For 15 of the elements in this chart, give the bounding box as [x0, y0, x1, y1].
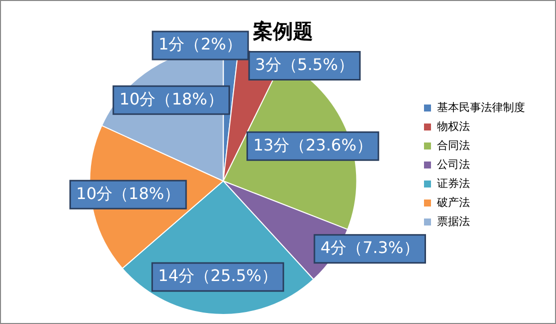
data-label: 1分（2%）: [158, 34, 242, 54]
chart-title: 案例题: [252, 19, 313, 44]
legend-label: 合同法: [437, 138, 470, 152]
data-label: 13分（23.6%）: [253, 135, 372, 154]
data-label: 14分（25.5%）: [158, 266, 278, 286]
legend-label: 公司法: [437, 158, 470, 171]
legend-label: 基本民事法律制度: [437, 100, 525, 114]
legend-label: 票据法: [437, 214, 470, 228]
data-label: 4分（7.3%）: [320, 238, 420, 257]
legend-label: 破产法: [436, 196, 470, 209]
data-label: 10分（18%）: [119, 89, 224, 108]
legend-label: 证券法: [437, 176, 470, 190]
data-label: 3分（5.5%）: [255, 54, 354, 74]
data-label: 10分（18%）: [76, 184, 180, 203]
legend-label: 物权法: [437, 120, 470, 133]
